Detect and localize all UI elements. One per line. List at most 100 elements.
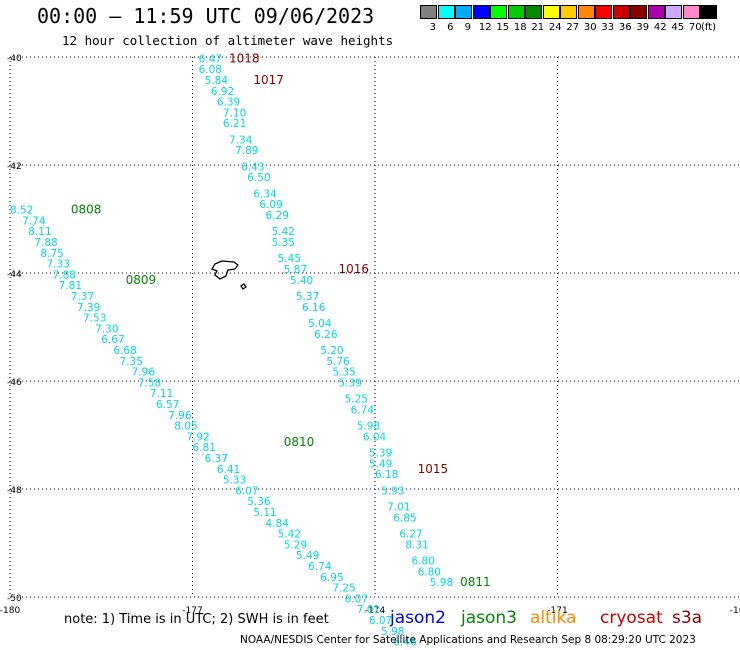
satellite-cryosat: cryosat (600, 608, 663, 628)
satellite-jason3: jason3 (461, 608, 517, 628)
wave-height-value: 5.39 (339, 377, 362, 389)
legend-label: 39 (636, 22, 650, 33)
legend-swatch (455, 5, 472, 19)
pass-time-label: 1016 (339, 262, 370, 276)
wave-height-value: 6.26 (314, 329, 338, 341)
wave-height-value: 7.25 (332, 583, 355, 595)
islet-outline (240, 283, 247, 290)
wave-height-value: 5.49 (369, 458, 392, 470)
legend-label: 42 (653, 22, 667, 33)
legend-swatch (595, 5, 612, 19)
wave-height-value: 5.98 (357, 421, 380, 433)
wave-height-value: 6.80 (418, 566, 441, 578)
pass-time-label: 0809 (126, 273, 157, 287)
wave-height-value: 6.18 (375, 469, 398, 481)
wave-height-value: 5.87 (284, 264, 307, 276)
wave-height-value: 6.46 (393, 637, 417, 649)
legend-label: 27 (566, 22, 580, 33)
wave-height-value: 6.43 (241, 161, 264, 173)
wave-height-value: 5.33 (223, 475, 246, 487)
wave-height-value: 5.35 (332, 367, 355, 379)
wave-height-value: 7.11 (150, 388, 173, 400)
legend-swatch (700, 5, 717, 19)
wave-height-value: 7.01 (357, 604, 380, 616)
wave-height-value: 8.52 (10, 205, 33, 217)
wave-height-value: 6.57 (156, 399, 179, 411)
legend-label: 9 (464, 22, 471, 33)
wave-height-value: 8.31 (405, 539, 428, 551)
wave-height-value: 7.74 (22, 215, 46, 227)
wave-height-value: 5.45 (278, 253, 301, 265)
legend-label: 3 (429, 22, 436, 33)
wave-height-value: 7.96 (132, 367, 156, 379)
wave-height-value: 5.11 (253, 507, 276, 519)
legend-swatch (507, 5, 525, 19)
island-outline (210, 260, 239, 280)
wave-height-value: 6.81 (193, 442, 216, 454)
page-title: 00:00 – 11:59 UTC 09/06/2023 (37, 4, 375, 28)
y-tick-label: -40 (7, 54, 22, 64)
y-tick-label: -44 (7, 270, 22, 280)
y-tick-label: -48 (7, 486, 22, 496)
wave-height-value: 6.04 (363, 431, 387, 443)
wave-height-value: 7.92 (186, 431, 209, 443)
legend-swatch (577, 5, 595, 19)
wave-height-value: 4.84 (266, 518, 290, 530)
wave-height-value: 6.07 (369, 615, 392, 627)
legend-swatch (490, 5, 507, 19)
wave-height-value: 7.53 (83, 313, 106, 325)
wave-height-value: 5.35 (272, 237, 295, 249)
credit-footer: NOAA/NESDIS Center for Satellite Applica… (240, 634, 696, 646)
wave-height-value: 7.34 (229, 134, 253, 146)
legend-label: 6 (447, 22, 454, 33)
legend-swatch (647, 5, 665, 19)
legend-swatch (525, 5, 542, 19)
wave-height-value: 5.49 (296, 550, 319, 562)
wave-height-value: 6.29 (266, 210, 289, 222)
legend-label: 18 (513, 22, 527, 33)
wave-height-value: 7.10 (223, 107, 246, 119)
legend-label: 24 (548, 22, 562, 33)
pass-time-label: 0808 (71, 203, 102, 217)
wave-height-value: 6.07 (345, 593, 368, 605)
legend-swatch (542, 5, 560, 19)
footnote: note: 1) Time is in UTC; 2) SWH is in fe… (64, 612, 329, 627)
legend-label: 30 (583, 22, 597, 33)
legend-swatch (472, 5, 490, 19)
legend-label: 45 (671, 22, 685, 33)
wave-height-value: 6.21 (223, 118, 246, 130)
wave-height-value: 7.81 (59, 280, 82, 292)
legend-swatch (682, 5, 700, 19)
legend-label: 36 (618, 22, 632, 33)
wave-height-value: 5.20 (320, 345, 343, 357)
y-tick-label: -50 (7, 594, 22, 604)
satellite-jason2: jason2 (390, 608, 446, 628)
legend-label: 21 (531, 22, 545, 33)
wave-height-value: 5.29 (284, 539, 307, 551)
wave-height-value: 8.11 (28, 226, 51, 238)
wave-height-value: 6.74 (308, 561, 332, 573)
wave-height-value: 5.98 (430, 577, 453, 589)
legend-swatch (560, 5, 577, 19)
wave-height-value: 6.95 (320, 572, 343, 584)
wave-height-value: 5.39 (369, 448, 392, 460)
wave-height-value: 6.27 (399, 529, 422, 541)
legend-label: 12 (478, 22, 492, 33)
wave-height-value: 6.85 (393, 512, 416, 524)
satellite-altika: altika (530, 608, 577, 628)
legend-unit: (ft) (700, 22, 717, 33)
wave-height-value: 6.68 (113, 345, 136, 357)
pass-time-label: 0810 (284, 435, 315, 449)
wave-height-value: 6.41 (217, 464, 240, 476)
wave-height-value: 5.42 (278, 529, 301, 541)
y-tick-label: -42 (7, 162, 22, 172)
wave-height-value: 6.80 (412, 556, 435, 568)
x-tick-label: -171 (547, 606, 567, 616)
legend-swatch (437, 5, 455, 19)
legend-swatch (420, 5, 437, 19)
wave-height-value: 7.37 (71, 291, 94, 303)
wave-height-value: 7.33 (47, 259, 70, 271)
wave-height-value: 7.96 (168, 410, 192, 422)
wave-height-value: 5.42 (272, 226, 295, 238)
